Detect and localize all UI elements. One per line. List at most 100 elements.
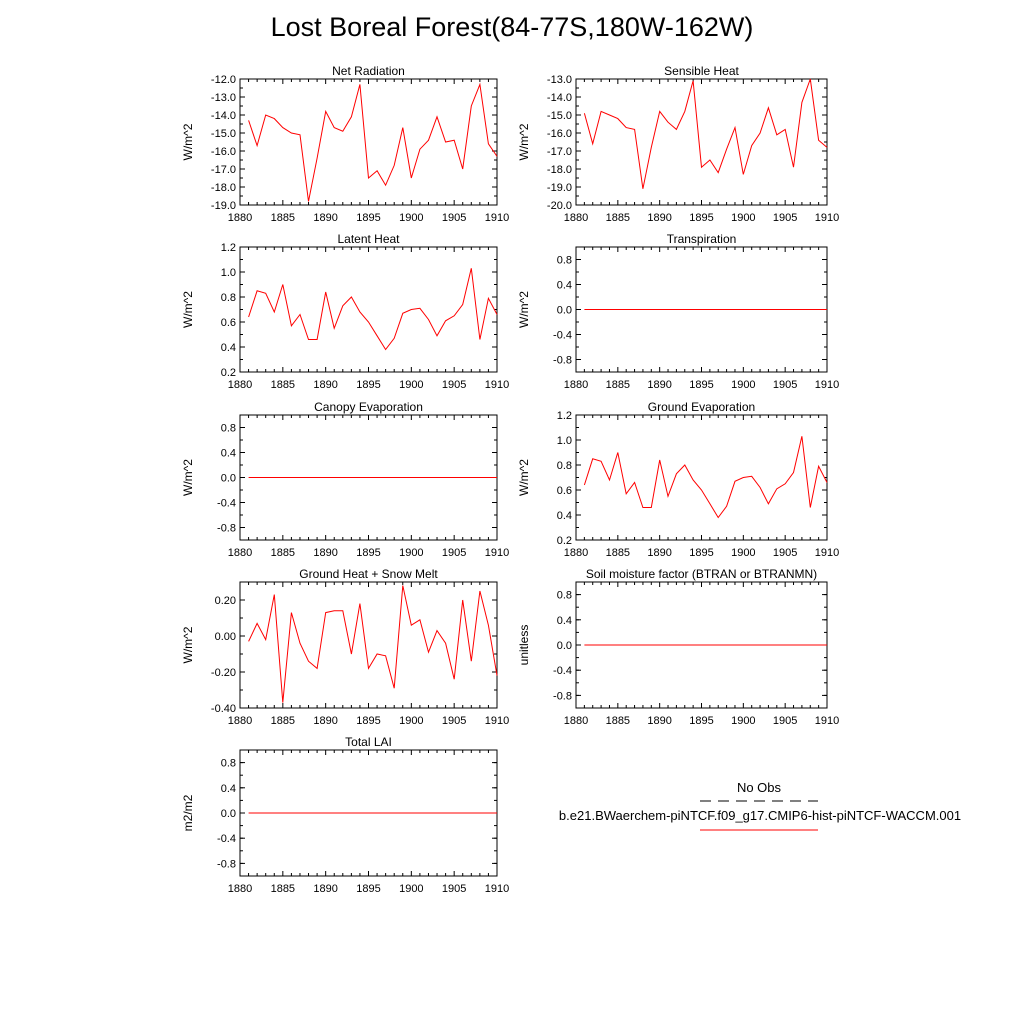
y-tick-label: -0.4 — [553, 330, 572, 342]
plot-frame — [575, 78, 828, 206]
y-tick-label: -17.0 — [211, 164, 236, 176]
x-tick-label: 1890 — [647, 547, 671, 559]
series-line — [248, 268, 498, 351]
y-axis-label: W/m^2 — [517, 291, 531, 328]
x-tick-label: 1910 — [485, 212, 509, 224]
x-tick-label: 1910 — [815, 715, 839, 727]
panel-title: Total LAI — [345, 735, 392, 749]
panel-title: Sensible Heat — [664, 64, 739, 78]
x-tick-label: 1900 — [399, 883, 423, 895]
x-tick-label: 1880 — [228, 212, 252, 224]
y-tick-label: 0.0 — [221, 473, 236, 485]
x-tick-label: 1900 — [731, 212, 755, 224]
x-tick-label: 1900 — [731, 547, 755, 559]
x-tick-label: 1905 — [442, 212, 466, 224]
x-tick-label: 1905 — [773, 379, 797, 391]
y-tick-label: -0.40 — [211, 703, 236, 715]
x-tick-label: 1880 — [564, 379, 588, 391]
y-tick-label: -17.0 — [547, 146, 572, 158]
y-tick-label: -0.8 — [553, 690, 572, 702]
x-tick-label: 1905 — [773, 212, 797, 224]
y-tick-label: 0.4 — [557, 510, 572, 522]
x-tick-label: 1895 — [689, 715, 713, 727]
y-axis-label: m2/m2 — [181, 794, 195, 831]
y-axis-label: W/m^2 — [517, 123, 531, 160]
y-tick-label: 0.4 — [221, 783, 236, 795]
y-tick-label: -0.8 — [217, 858, 236, 870]
x-tick-label: 1905 — [442, 883, 466, 895]
y-tick-label: 0.2 — [557, 535, 572, 547]
y-tick-label: -14.0 — [547, 92, 572, 104]
chart-panel: Soil moisture factor (BTRAN or BTRANMN) u… — [517, 567, 839, 727]
x-tick-label: 1905 — [773, 547, 797, 559]
x-tick-label: 1880 — [228, 379, 252, 391]
x-tick-label: 1885 — [271, 212, 295, 224]
chart-panel: Net Radiation W/m^2 1880 1885 1890 1895 1900 19… — [181, 64, 509, 224]
y-tick-label: -15.0 — [211, 128, 236, 140]
panel-title: Canopy Evaporation — [314, 400, 423, 414]
panel-title: Net Radiation — [332, 64, 405, 78]
x-tick-label: 1880 — [564, 547, 588, 559]
x-tick-label: 1890 — [313, 212, 337, 224]
x-tick-label: 1900 — [399, 547, 423, 559]
y-tick-label: -19.0 — [547, 182, 572, 194]
series-line — [583, 78, 828, 189]
y-tick-label: -0.8 — [553, 355, 572, 367]
x-tick-label: 1900 — [399, 715, 423, 727]
x-tick-label: 1900 — [731, 379, 755, 391]
x-tick-label: 1900 — [399, 212, 423, 224]
y-tick-label: 0.4 — [221, 342, 236, 354]
y-axis-label: W/m^2 — [181, 123, 195, 160]
series-line — [248, 82, 498, 202]
y-tick-label: -0.4 — [553, 665, 572, 677]
panel-title: Ground Evaporation — [648, 400, 755, 414]
x-tick-label: 1905 — [773, 715, 797, 727]
y-tick-label: 1.2 — [221, 242, 236, 254]
x-tick-label: 1905 — [442, 379, 466, 391]
chart-panel: Transpiration W/m^2 1880 1885 1890 1895 1900 19… — [517, 232, 839, 391]
x-tick-label: 1900 — [399, 379, 423, 391]
legend-obs-label: No Obs — [736, 780, 782, 795]
y-tick-label: 0.0 — [557, 640, 572, 652]
y-tick-label: 1.0 — [221, 267, 236, 279]
chart-panel: Ground Heat + Snow Melt W/m^2 1880 1885 1890… — [181, 567, 509, 727]
y-tick-label: 1.2 — [557, 410, 572, 422]
y-tick-label: 1.0 — [557, 435, 572, 447]
y-tick-label: -0.4 — [217, 833, 236, 845]
y-axis-label: W/m^2 — [181, 291, 195, 328]
chart-panel: Canopy Evaporation W/m^2 1880 1885 1890 1895 1… — [181, 400, 509, 559]
x-tick-label: 1890 — [313, 883, 337, 895]
x-tick-label: 1880 — [228, 547, 252, 559]
y-tick-label: -0.20 — [211, 667, 236, 679]
y-tick-label: 0.8 — [557, 460, 572, 472]
x-tick-label: 1910 — [485, 715, 509, 727]
y-tick-label: 0.8 — [221, 758, 236, 770]
x-tick-label: 1905 — [442, 547, 466, 559]
plot-frame — [239, 78, 498, 206]
y-tick-label: -18.0 — [211, 182, 236, 194]
y-tick-label: -18.0 — [547, 164, 572, 176]
y-tick-label: -19.0 — [211, 200, 236, 212]
y-tick-label: 0.00 — [215, 631, 236, 643]
x-tick-label: 1895 — [356, 379, 380, 391]
chart-panel: Total LAI m2/m2 1880 1885 1890 1895 1900 1905 19… — [181, 735, 509, 895]
series-line — [248, 585, 498, 703]
y-tick-label: 0.4 — [557, 280, 572, 292]
x-tick-label: 1885 — [606, 379, 630, 391]
y-tick-label: 0.8 — [221, 292, 236, 304]
panel-title: Latent Heat — [337, 232, 400, 246]
x-tick-label: 1895 — [356, 547, 380, 559]
y-tick-label: -16.0 — [211, 146, 236, 158]
x-tick-label: 1890 — [313, 715, 337, 727]
x-tick-label: 1880 — [564, 212, 588, 224]
y-axis-label: W/m^2 — [181, 626, 195, 663]
x-tick-label: 1885 — [271, 715, 295, 727]
x-tick-label: 1885 — [606, 212, 630, 224]
x-tick-label: 1895 — [356, 715, 380, 727]
x-tick-label: 1895 — [689, 212, 713, 224]
y-axis-label: W/m^2 — [517, 459, 531, 496]
x-tick-label: 1895 — [689, 547, 713, 559]
panel-title: Ground Heat + Snow Melt — [299, 567, 438, 581]
y-tick-label: 0.8 — [557, 255, 572, 267]
